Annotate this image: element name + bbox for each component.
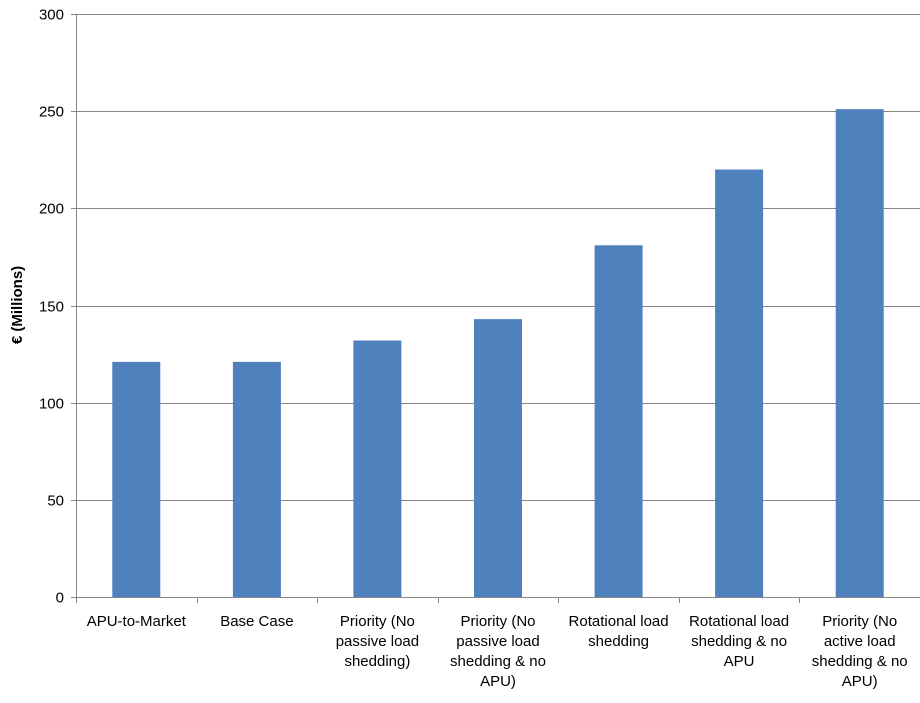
y-tick-label: 250 <box>39 104 64 121</box>
x-category-label: Priority (No active load shedding & no APU) <box>812 613 908 690</box>
y-tick-label: 100 <box>39 396 64 413</box>
bar <box>474 319 522 597</box>
axes <box>76 14 920 603</box>
y-axis-title: € (Millions) <box>9 266 26 344</box>
bar <box>232 361 281 597</box>
x-category-label: Priority (No passive load shedding) <box>336 613 419 670</box>
y-tick-label: 200 <box>39 201 64 218</box>
x-category-label: Base Case <box>220 613 293 630</box>
x-category-label: Rotational load shedding & no APU <box>689 613 789 670</box>
bar <box>835 109 884 597</box>
gridlines <box>76 14 920 501</box>
x-category-label: APU-to-Market <box>87 613 187 630</box>
bar <box>112 361 161 597</box>
y-tick-label: 300 <box>39 7 64 24</box>
y-tick-label: 0 <box>56 590 64 607</box>
y-tick-label: 150 <box>39 299 64 316</box>
y-axis-ticks: 0 50 100 150 200 250 300 <box>39 7 76 607</box>
x-category-label: Rotational load shedding <box>569 613 669 650</box>
bar <box>353 340 402 597</box>
x-axis-labels: APU-to-Market Base Case Priority (No passiv… <box>87 613 908 690</box>
x-category-label: Priority (No passive load shedding & no APU… <box>450 613 546 690</box>
bars <box>112 109 884 598</box>
y-tick-label: 50 <box>47 493 64 510</box>
bar <box>594 245 643 598</box>
bar <box>715 169 764 597</box>
